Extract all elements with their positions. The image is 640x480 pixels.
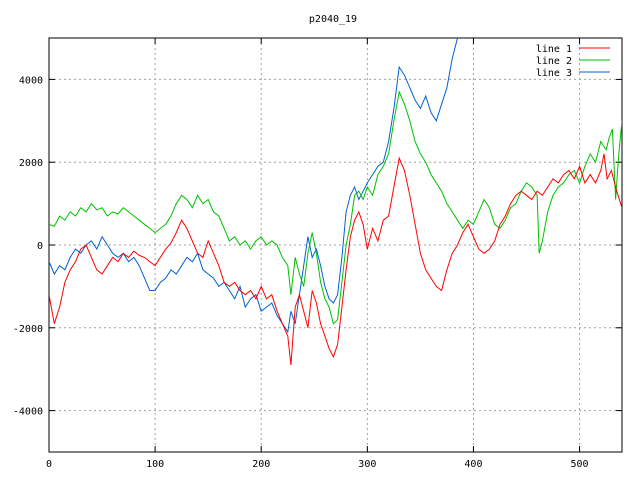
x-tick-label: 300 xyxy=(358,459,376,470)
x-tick-label: 200 xyxy=(252,459,270,470)
legend-label: line 3 xyxy=(536,68,572,79)
y-tick-label: 4000 xyxy=(19,75,43,86)
x-tick-label: 0 xyxy=(46,459,52,470)
y-tick-label: -4000 xyxy=(13,407,43,418)
y-tick-label: 2000 xyxy=(19,158,43,169)
x-tick-label: 400 xyxy=(464,459,482,470)
chart-grid xyxy=(49,38,622,452)
x-tick-label: 100 xyxy=(146,459,164,470)
legend-label: line 1 xyxy=(536,44,572,55)
series-line-2 xyxy=(49,90,622,325)
legend-label: line 2 xyxy=(536,56,572,67)
axis-ticks: 0 100 200 300 400 500 -4000 -2000 0 2000 4000 xyxy=(13,38,622,470)
y-tick-label: -2000 xyxy=(13,324,43,335)
x-tick-label: 500 xyxy=(571,459,589,470)
series-layer xyxy=(49,38,622,366)
series-line-1 xyxy=(49,153,622,366)
series-line-3 xyxy=(49,38,458,334)
y-tick-label: 0 xyxy=(37,241,43,252)
chart-title: p2040_19 xyxy=(309,14,357,25)
